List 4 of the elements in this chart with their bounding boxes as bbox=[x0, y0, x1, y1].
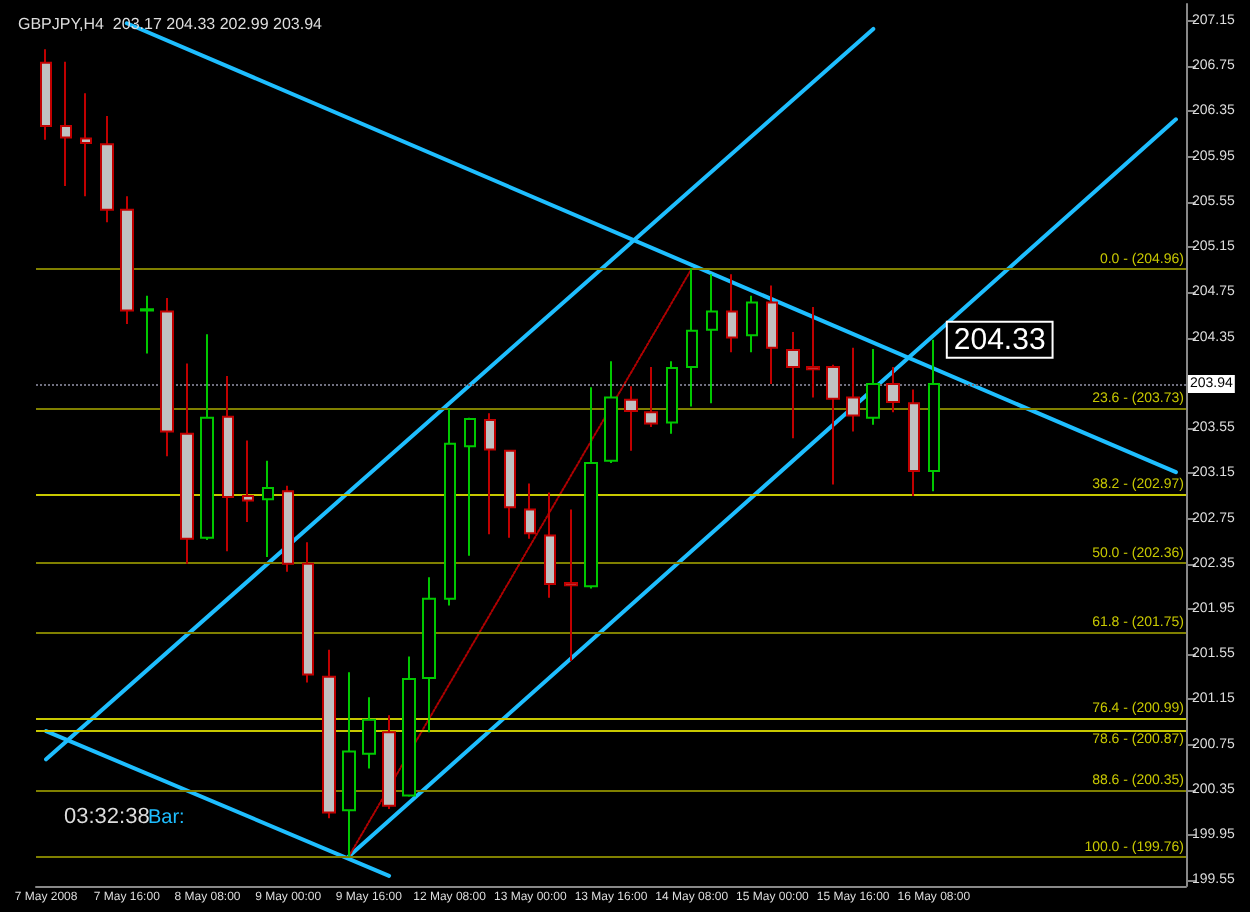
annotation: 204.33 bbox=[953, 322, 1046, 357]
text: GBPJPY,H4 203.17 204.33 202.99 203.94 bbox=[18, 15, 324, 33]
annotation: 03:32:38 bbox=[64, 805, 150, 829]
annotation: Bar: bbox=[148, 807, 185, 829]
